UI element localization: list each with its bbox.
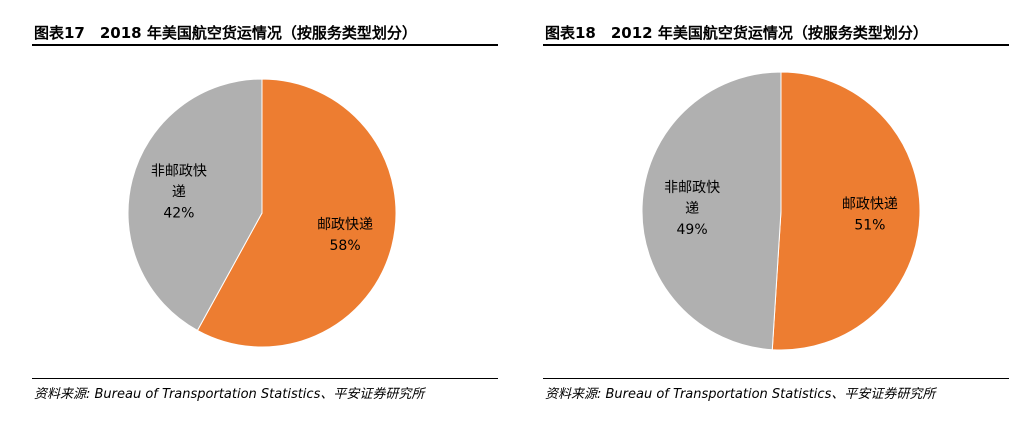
pie-slice [196, 78, 397, 348]
source-divider [543, 378, 1009, 379]
slice-percent-label: 51% [854, 217, 885, 233]
chart-title: 图表17 2018 年美国航空货运情况（按服务类型划分） [34, 24, 417, 42]
source-note: 资料来源: Bureau of Transportation Statistic… [545, 387, 936, 402]
slice-category-label: 邮政快递 [317, 217, 373, 233]
slice-category-label: 递 [172, 185, 186, 201]
pie-slice [771, 71, 921, 351]
slice-percent-label: 42% [163, 206, 194, 222]
slice-category-label: 邮政快递 [842, 196, 898, 212]
pie-slice [127, 78, 263, 332]
slice-category-label: 递 [685, 201, 699, 217]
chart-panel-2012: 图表18 2012 年美国航空货运情况（按服务类型划分） 邮政快递 51% 非邮政快… [543, 0, 1009, 426]
slice-category-label: 非邮政快 [151, 164, 207, 180]
chart-panel-2018: 图表17 2018 年美国航空货运情况（按服务类型划分） 邮政快递 58% 非邮政快… [32, 0, 498, 426]
pie-slice [641, 71, 782, 351]
source-divider [32, 378, 498, 379]
slice-percent-label: 58% [330, 238, 361, 254]
chart-title: 图表18 2012 年美国航空货运情况（按服务类型划分） [545, 24, 928, 42]
slice-percent-label: 49% [677, 222, 708, 238]
chart-title-bar: 图表18 2012 年美国航空货运情况（按服务类型划分） [543, 20, 1009, 46]
source-note: 资料来源: Bureau of Transportation Statistic… [34, 387, 425, 402]
slice-category-label: 非邮政快 [664, 180, 720, 196]
chart-title-bar: 图表17 2018 年美国航空货运情况（按服务类型划分） [32, 20, 498, 46]
